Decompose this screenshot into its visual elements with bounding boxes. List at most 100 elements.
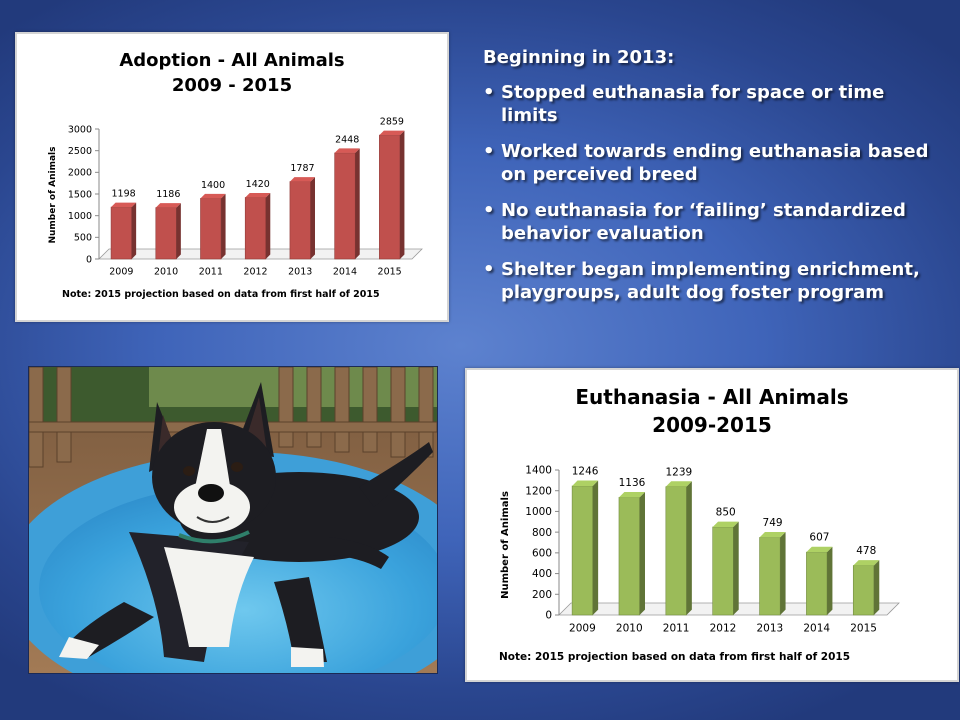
euthanasia-data-label: 478 (856, 545, 876, 557)
euthanasia-bar-side (592, 480, 599, 615)
policy-bullet-item: • No euthanasia for ‘failing’ standardize… (483, 199, 943, 245)
euthanasia-bar-top (712, 521, 739, 527)
euthanasia-y-tick-label: 1000 (525, 506, 552, 518)
policy-bullet-list: • Stopped euthanasia for space or time li… (483, 81, 943, 304)
adoption-bar-front (379, 134, 401, 260)
policy-bullet-text: Shelter began implementing enrichment, p… (501, 259, 920, 303)
adoption-y-axis-label: Number of Animals (48, 146, 58, 243)
euthanasia-y-tick-label: 600 (532, 548, 552, 560)
adoption-bar-front (110, 206, 132, 260)
adoption-chart-panel: Adoption - All Animals 2009 - 2015 Numbe… (15, 32, 449, 322)
adoption-y-tick-label: 3000 (68, 124, 92, 135)
adoption-bar-side (265, 192, 271, 259)
euthanasia-bar-front (618, 497, 640, 616)
adoption-data-label: 1420 (246, 179, 270, 190)
adoption-bar-side (355, 148, 360, 259)
euthanasia-y-tick-label: 1400 (525, 465, 552, 477)
adoption-bar-front (200, 198, 222, 260)
adoption-bar-front (289, 181, 311, 260)
policy-text-block: Beginning in 2013: • Stopped euthanasia f… (483, 46, 943, 317)
dog-in-pool-photo (28, 366, 438, 674)
euthanasia-bar-top (665, 481, 692, 487)
adoption-bar-front (334, 152, 356, 260)
euthanasia-data-label: 1136 (619, 477, 646, 489)
euthanasia-bar (618, 491, 645, 616)
euthanasia-bar-top (618, 491, 645, 498)
adoption-data-label: 2859 (380, 117, 404, 128)
euthanasia-bar (665, 481, 692, 616)
euthanasia-chart-subtitle: 2009-2015 (652, 413, 772, 437)
euthanasia-bar (806, 546, 833, 616)
adoption-bar-top (200, 193, 226, 199)
adoption-bar (244, 192, 271, 260)
adoption-bar-top (245, 192, 271, 198)
bullet-icon: • (483, 82, 495, 103)
adoption-bar (379, 130, 405, 260)
euthanasia-data-label: 607 (809, 532, 829, 544)
adoption-x-tick-label: 2013 (288, 267, 312, 278)
euthanasia-bar-front (712, 526, 734, 616)
policy-bullet-item: • Shelter began implementing enrichment, … (483, 258, 943, 304)
euthanasia-chart-panel: Euthanasia - All Animals 2009-2015 Numbe… (465, 368, 959, 682)
euthanasia-x-tick-label: 2015 (850, 623, 877, 635)
euthanasia-x-tick-label: 2010 (616, 623, 643, 635)
adoption-bar-side (176, 203, 181, 259)
adoption-bar-top (334, 148, 360, 153)
euthanasia-x-tick-label: 2014 (803, 623, 830, 635)
euthanasia-y-tick-label: 800 (532, 527, 552, 539)
adoption-x-tick-label: 2009 (109, 267, 133, 278)
adoption-bar (110, 202, 137, 260)
euthanasia-x-tick-label: 2011 (663, 623, 690, 635)
adoption-bar (289, 177, 315, 260)
euthanasia-bar-top (853, 560, 880, 566)
adoption-chart: Adoption - All Animals 2009 - 2015 Numbe… (48, 50, 423, 300)
euthanasia-bar-side (780, 532, 786, 615)
adoption-data-label: 1198 (112, 189, 136, 200)
adoption-chart-title: Adoption - All Animals (119, 50, 344, 71)
adoption-data-label: 1787 (290, 163, 314, 174)
adoption-y-tick-label: 0 (86, 254, 92, 265)
policy-bullet-text: No euthanasia for ‘failing’ standardized… (501, 200, 906, 244)
adoption-bar (334, 148, 360, 260)
euthanasia-plot-area: 0 200 400 600 800 1000 1200 1400 1246 2009 1136 201… (525, 465, 900, 635)
dog-photo-illustration (29, 367, 437, 673)
euthanasia-bar-side (873, 560, 880, 615)
adoption-y-tick-label: 1000 (68, 211, 92, 222)
adoption-bar-front (244, 197, 267, 260)
adoption-x-tick-label: 2015 (378, 267, 402, 278)
euthanasia-y-tick-label: 0 (545, 610, 552, 622)
euthanasia-chart-title: Euthanasia - All Animals (575, 385, 848, 409)
euthanasia-bar-top (759, 532, 786, 538)
adoption-bar-top (111, 202, 137, 208)
bullet-icon: • (483, 259, 495, 280)
adoption-x-tick-label: 2010 (154, 267, 178, 278)
euthanasia-y-tick-label: 200 (532, 589, 552, 601)
policy-bullet-text: Stopped euthanasia for space or time lim… (501, 82, 885, 126)
adoption-chart-note: Note: 2015 projection based on data from… (62, 289, 380, 300)
adoption-bar-top (379, 130, 405, 136)
adoption-data-label: 1186 (156, 189, 180, 200)
adoption-bar-front (155, 207, 177, 260)
euthanasia-y-axis-label: Number of Animals (500, 491, 511, 599)
euthanasia-bar-side (639, 491, 645, 615)
euthanasia-data-label: 1246 (572, 466, 599, 478)
euthanasia-bar (759, 532, 786, 616)
adoption-data-label: 1400 (201, 180, 225, 191)
euthanasia-data-label: 1239 (665, 466, 692, 478)
adoption-plot-area: 0 500 1000 1500 2000 2500 3000 1198 2009 1186 2010… (68, 117, 423, 278)
euthanasia-y-tick-label: 400 (532, 568, 552, 580)
adoption-bar-top (155, 203, 181, 208)
adoption-bar-side (399, 130, 405, 259)
euthanasia-x-tick-label: 2012 (710, 623, 737, 635)
adoption-chart-subtitle: 2009 - 2015 (172, 75, 292, 96)
euthanasia-bar (852, 560, 880, 616)
euthanasia-bar-front (665, 486, 687, 616)
adoption-bar-side (131, 202, 137, 259)
euthanasia-bar-front (852, 565, 875, 616)
adoption-data-label: 2448 (335, 134, 359, 145)
adoption-bar-top (289, 177, 315, 182)
adoption-bar (200, 193, 226, 260)
euthanasia-bar-side (733, 521, 739, 615)
policy-bullet-text: Worked towards ending euthanasia based o… (501, 141, 929, 185)
euthanasia-y-tick-label: 1200 (525, 485, 552, 497)
